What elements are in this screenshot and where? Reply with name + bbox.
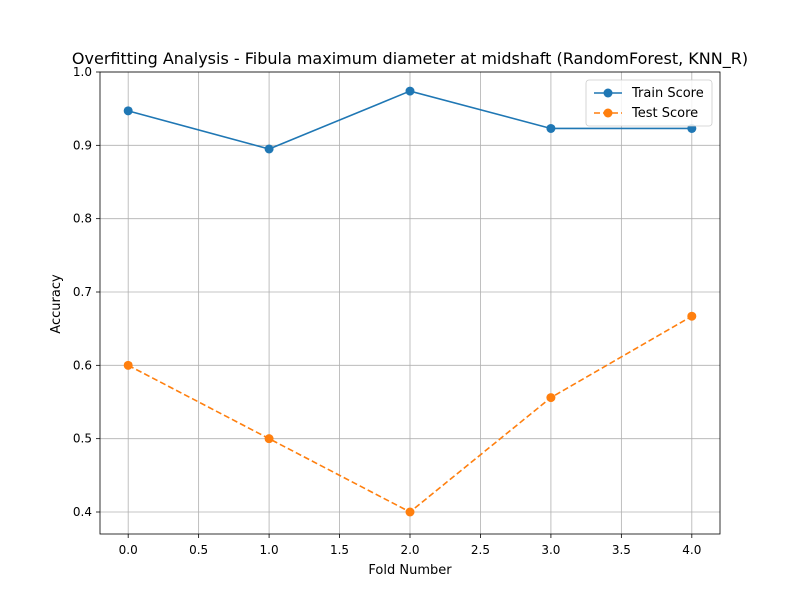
x-tick-label: 0.5 bbox=[189, 543, 208, 557]
legend-box bbox=[585, 79, 713, 127]
chart-title: Overfitting Analysis - Fibula maximum di… bbox=[72, 49, 748, 69]
y-tick-label: 0.5 bbox=[73, 432, 92, 446]
x-tick-label: 1.5 bbox=[330, 543, 349, 557]
test-score-point bbox=[123, 360, 133, 370]
legend-train-score-marker bbox=[603, 88, 613, 98]
y-tick-label: 0.4 bbox=[73, 505, 92, 519]
y-axis-label: Accuracy bbox=[49, 274, 64, 334]
axes: 0.0 0.5 1.0 1.5 2.0 2.5 3.0 3.5 4.0 0.4 0.5 0.6 0.7 0… bbox=[73, 65, 721, 557]
x-tick-label: 1.0 bbox=[260, 543, 279, 557]
test-score-point bbox=[546, 393, 556, 403]
y-tick-label: 0.8 bbox=[73, 212, 92, 226]
legend-test-score-marker bbox=[603, 108, 613, 118]
y-tick-label: 0.7 bbox=[73, 285, 92, 299]
train-score-point bbox=[123, 106, 133, 116]
x-tick-label: 3.0 bbox=[541, 543, 560, 557]
legend: Train Score Test Score bbox=[585, 79, 713, 127]
y-tick-label: 0.9 bbox=[73, 138, 92, 152]
series-layer bbox=[123, 86, 697, 517]
train-score-point bbox=[405, 86, 415, 96]
test-score-point bbox=[264, 434, 274, 444]
x-tick-label: 4.0 bbox=[682, 543, 701, 557]
y-tick-label: 0.6 bbox=[73, 358, 92, 372]
x-tick-label: 2.0 bbox=[400, 543, 419, 557]
test-score-point bbox=[405, 507, 415, 517]
train-score-point bbox=[546, 123, 556, 133]
x-tick-label: 3.5 bbox=[612, 543, 631, 557]
x-tick-label: 2.5 bbox=[471, 543, 490, 557]
train-score-point bbox=[264, 144, 274, 154]
legend-train-score-label: Train Score bbox=[631, 86, 704, 101]
test-score-point bbox=[687, 311, 697, 321]
legend-test-score-label: Test Score bbox=[631, 106, 698, 121]
y-tick-label: 1.0 bbox=[73, 65, 92, 79]
x-axis-label: Fold Number bbox=[368, 563, 452, 578]
x-tick-label: 0.0 bbox=[119, 543, 138, 557]
